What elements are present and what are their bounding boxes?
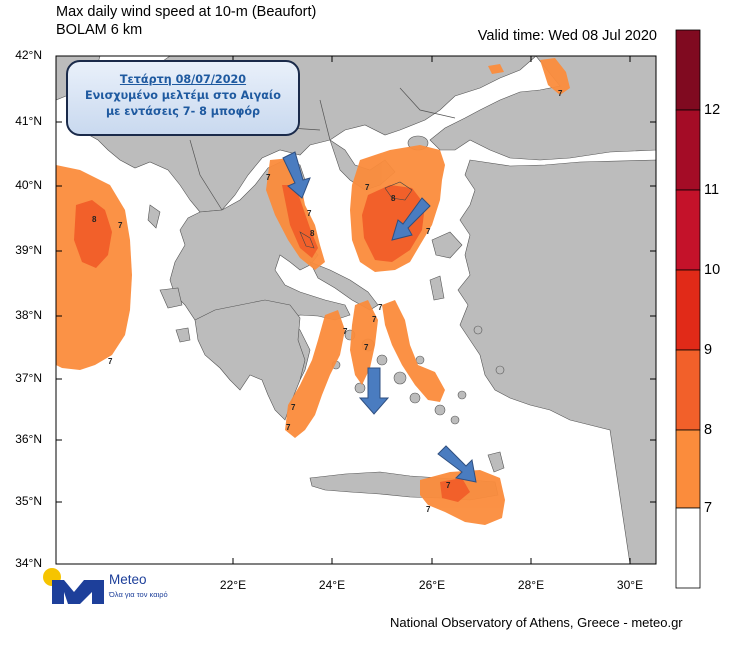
land-kefalonia (159, 287, 183, 309)
model-name: BOLAM 6 km (56, 22, 143, 38)
plot-frame (55, 55, 657, 565)
land-lesbos (431, 231, 463, 259)
meteo-logo-icon (43, 568, 104, 604)
forecast-callout: Τετάρτη 08/07/2020 Ενισχυμένο μελτέμι στ… (66, 60, 300, 136)
lat-label: 37°N (15, 371, 42, 385)
lat-label: 39°N (15, 243, 42, 257)
lon-label: 24°E (318, 578, 346, 592)
contour-label: 7 (364, 343, 369, 352)
contour-label: 8 (310, 229, 315, 238)
lat-label: 41°N (15, 114, 42, 128)
colorbar-bin (675, 349, 701, 431)
contour-label: 7 (266, 173, 271, 182)
colorbar-bin (675, 429, 701, 509)
contour-label: 7 (426, 227, 431, 236)
arrow-icon (437, 445, 477, 483)
colorbar-bin (675, 29, 701, 111)
land-rhodes (487, 451, 505, 473)
valid-time: Valid time: Wed 08 Jul 2020 (477, 28, 657, 44)
logo-tagline: Όλα για τον καιρό (109, 590, 168, 599)
colorbar-label: 8 (704, 422, 713, 438)
colorbar-label: 10 (704, 262, 721, 278)
colorbar (675, 29, 701, 589)
contour-label: 7 (307, 209, 312, 218)
land-chios (429, 275, 445, 301)
callout-line: Ενισχυμένο μελτέμι στο Αιγαίο (85, 89, 281, 102)
lat-label: 35°N (15, 494, 42, 508)
land-peloponnese (194, 299, 306, 421)
footer-credit: National Observatory of Athens, Greece -… (390, 615, 683, 630)
contour-label: 7 (291, 403, 296, 412)
callout-line: με εντάσεις 7- 8 μποφόρ (105, 105, 261, 118)
contour-label: 8 (92, 215, 97, 224)
lat-label: 40°N (15, 178, 42, 192)
contour-label: 7 (108, 357, 113, 366)
land-zakynthos (175, 327, 191, 343)
contour-label: 7 (558, 89, 563, 98)
contour-label: 7 (446, 481, 451, 490)
contour-label: 7 (286, 423, 291, 432)
land-layer (55, 55, 657, 565)
contour-lines (299, 181, 413, 249)
land-euboea (309, 261, 379, 311)
contour-label: 7 (343, 327, 348, 336)
wind-8-layer (74, 185, 470, 502)
wind-arrows (282, 151, 477, 483)
chart-title: Max daily wind speed at 10-m (Beaufort) (56, 4, 317, 20)
lon-label: 22°E (219, 578, 247, 592)
colorbar-label: 9 (704, 342, 713, 358)
lon-label: 26°E (418, 578, 446, 592)
contour-label: 7 (426, 505, 431, 514)
colorbar-label: 7 (704, 500, 713, 516)
colorbar-bin (675, 269, 701, 351)
callout-date: Τετάρτη 08/07/2020 (119, 73, 247, 86)
arrow-icon (358, 367, 390, 415)
contour-label: 7 (372, 315, 377, 324)
lon-label: 28°E (517, 578, 545, 592)
ticks (56, 55, 656, 564)
contour-value-labels: 7 8 7 7 7 8 8 7 7 7 7 7 7 7 7 7 7 7 (92, 89, 563, 514)
land-corfu (147, 204, 161, 229)
colorbar-bin (675, 109, 701, 191)
colorbar-label: 12 (704, 102, 721, 118)
colorbar-bin (675, 507, 701, 589)
colorbar-label: 11 (704, 182, 720, 198)
contour-label: 7 (365, 183, 370, 192)
lat-label: 34°N (15, 556, 42, 570)
logo-name: Meteo (109, 572, 147, 587)
lon-label: 30°E (616, 578, 644, 592)
land-thrace (429, 55, 657, 161)
colorbar-bin (675, 189, 701, 271)
arrow-icon (391, 197, 431, 241)
lat-label: 38°N (15, 308, 42, 322)
contour-label: 7 (378, 303, 383, 312)
contour-label: 7 (118, 221, 123, 230)
lat-label: 42°N (15, 48, 42, 62)
lat-label: 36°N (15, 432, 42, 446)
contour-label: 8 (391, 194, 396, 203)
arrow-icon (282, 151, 311, 199)
